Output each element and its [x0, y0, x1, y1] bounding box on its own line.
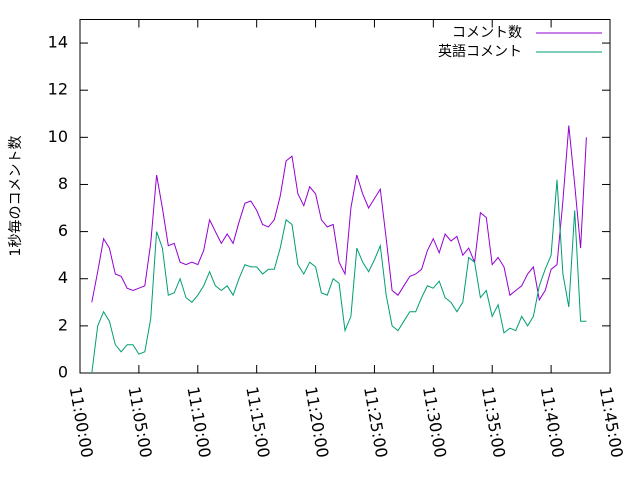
x-tick-label: 11:25:00: [360, 385, 391, 459]
series-line: [91, 125, 587, 303]
y-tick-label: 4: [58, 268, 68, 287]
x-tick-label: 11:40:00: [537, 385, 568, 459]
x-tick-label: 11:10:00: [183, 385, 214, 459]
y-axis-label: 1秒毎のコメント数: [8, 136, 24, 257]
x-tick-label: 11:05:00: [125, 385, 156, 459]
y-tick-label: 6: [58, 221, 68, 240]
y-tick-label: 14: [48, 33, 68, 52]
x-tick-label: 11:20:00: [301, 385, 332, 459]
legend-label: 英語コメント: [438, 43, 522, 60]
legend-label: コメント数: [452, 25, 522, 41]
y-tick-label: 2: [58, 315, 68, 334]
y-tick-label: 0: [58, 363, 68, 382]
y-tick-label: 10: [48, 127, 68, 146]
plot-border: [79, 19, 611, 374]
x-tick-label: 11:00:00: [66, 385, 97, 459]
x-tick-label: 11:15:00: [242, 385, 273, 459]
y-tick-label: 12: [48, 80, 68, 99]
x-tick-label: 11:35:00: [478, 385, 509, 459]
series-line: [91, 179, 587, 374]
x-tick-label: 11:45:00: [596, 385, 627, 459]
y-tick-label: 8: [58, 174, 68, 193]
x-tick-label: 11:30:00: [419, 385, 450, 459]
